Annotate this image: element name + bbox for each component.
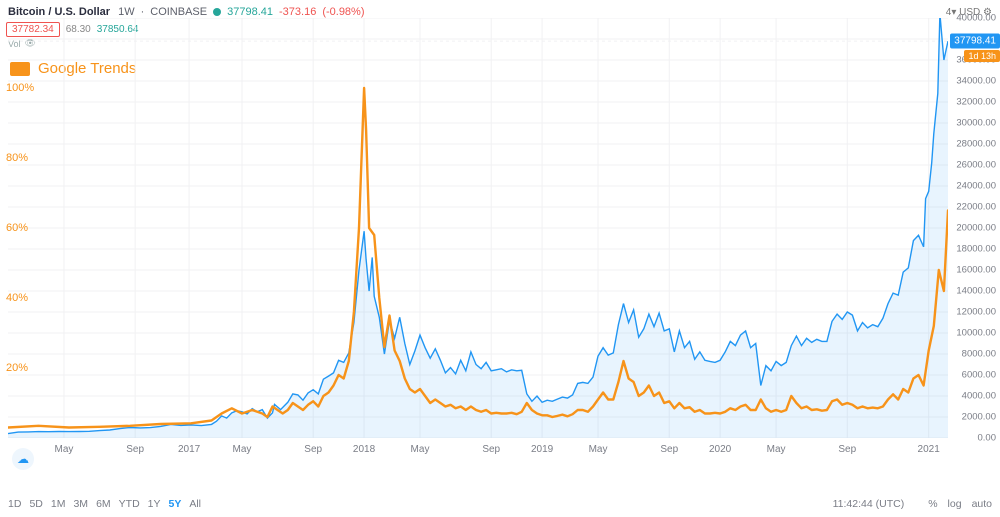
y-right-tick: 24000.00 <box>956 181 996 192</box>
range-All[interactable]: All <box>189 498 201 510</box>
x-tick: May <box>589 444 608 455</box>
x-tick: May <box>411 444 430 455</box>
interval-label[interactable]: 1W <box>118 6 135 18</box>
x-tick: 2020 <box>709 444 731 455</box>
cloud-icon: ☁ <box>17 452 29 466</box>
x-tick: 2017 <box>178 444 200 455</box>
x-tick: Sep <box>660 444 678 455</box>
y-right-tick: 16000.00 <box>956 265 996 276</box>
y-right-tick: 40000.00 <box>956 13 996 24</box>
y-right-tick: 18000.00 <box>956 244 996 255</box>
y-right-tick: 14000.00 <box>956 286 996 297</box>
x-tick: Sep <box>838 444 856 455</box>
y-right-tick: 4000.00 <box>962 391 996 402</box>
countdown-marker: 1d 13h <box>964 50 1000 62</box>
range-5Y[interactable]: 5Y <box>169 498 182 510</box>
y-right-tick: 22000.00 <box>956 202 996 213</box>
scale-buttons[interactable]: % logauto <box>918 498 992 510</box>
scale-log[interactable]: log <box>948 498 962 510</box>
trends-series <box>8 18 948 438</box>
status-dot-icon <box>213 8 221 16</box>
x-tick: May <box>767 444 786 455</box>
y-right-tick: 8000.00 <box>962 349 996 360</box>
range-1D[interactable]: 1D <box>8 498 21 510</box>
change-pct: (-0.98%) <box>322 6 364 18</box>
x-tick: 2018 <box>353 444 375 455</box>
x-tick: 2021 <box>918 444 940 455</box>
bottom-bar: 1D 5D 1M 3M 6M YTD 1Y 5Y All 11:42:44 (UTC) % log… <box>8 495 992 513</box>
y-right-tick: 20000.00 <box>956 223 996 234</box>
last-price: 37798.41 <box>227 6 273 18</box>
price-marker: 37798.41 <box>950 34 1000 49</box>
x-tick: May <box>233 444 252 455</box>
range-selector[interactable]: 1D 5D 1M 3M 6M YTD 1Y 5Y All <box>8 498 209 510</box>
y-right-tick: 28000.00 <box>956 139 996 150</box>
range-6M[interactable]: 6M <box>96 498 111 510</box>
symbol-label[interactable]: Bitcoin / U.S. Dollar <box>8 6 110 18</box>
y-right-tick: 2000.00 <box>962 412 996 423</box>
plot-area[interactable] <box>8 18 948 438</box>
x-tick: Sep <box>482 444 500 455</box>
x-tick: Sep <box>126 444 144 455</box>
right-y-axis: 0.002000.004000.006000.008000.0010000.00… <box>950 18 1000 438</box>
scale-auto[interactable]: auto <box>972 498 992 510</box>
chart-root: Bitcoin / U.S. Dollar 1W · COINBASE 3779… <box>0 0 1000 517</box>
y-right-tick: 32000.00 <box>956 97 996 108</box>
x-tick: Sep <box>304 444 322 455</box>
x-axis: May Sep 2017 May Sep 2018 May Sep 2019 May Sep 2020… <box>8 444 948 460</box>
x-tick: May <box>54 444 73 455</box>
x-tick: 2019 <box>531 444 553 455</box>
y-right-tick: 10000.00 <box>956 328 996 339</box>
range-YTD[interactable]: YTD <box>119 498 140 510</box>
range-3M[interactable]: 3M <box>73 498 88 510</box>
y-right-tick: 6000.00 <box>962 370 996 381</box>
source-label: COINBASE <box>150 6 207 18</box>
scale-%[interactable]: % <box>928 498 937 510</box>
range-1Y[interactable]: 1Y <box>148 498 161 510</box>
y-right-tick: 12000.00 <box>956 307 996 318</box>
snapshot-button[interactable]: ☁ <box>12 448 34 470</box>
clock-tz: (UTC) <box>876 498 905 510</box>
y-right-tick: 30000.00 <box>956 118 996 129</box>
y-right-tick: 0.00 <box>978 433 997 444</box>
clock-time: 11:42:44 <box>833 498 873 510</box>
y-right-tick: 34000.00 <box>956 76 996 87</box>
range-1M[interactable]: 1M <box>51 498 66 510</box>
change-value: -373.16 <box>279 6 316 18</box>
y-right-tick: 26000.00 <box>956 160 996 171</box>
range-5D[interactable]: 5D <box>29 498 42 510</box>
